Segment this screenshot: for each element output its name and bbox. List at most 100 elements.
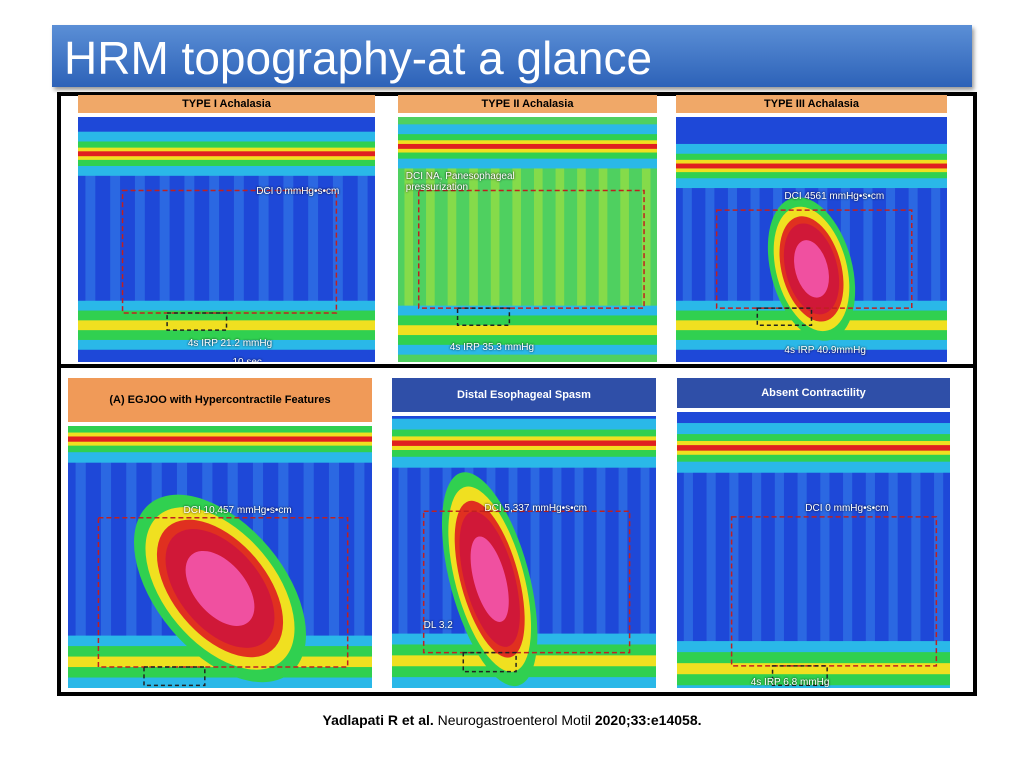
annotation: DCI 10,457 mmHg•s•cm (183, 504, 292, 516)
sphincter-band (398, 325, 657, 336)
pressure-stripe (706, 447, 716, 669)
pressure-stripe (530, 443, 540, 661)
panel-title: TYPE III Achalasia (676, 95, 947, 113)
panel-title: TYPE II Achalasia (398, 95, 657, 113)
pressure-stripe (490, 146, 500, 331)
pressure-stripe (577, 146, 586, 331)
pressure-stripe (843, 447, 853, 669)
irp-box (456, 307, 511, 327)
pressure-stripe (618, 443, 628, 661)
pressure-stripe (729, 447, 739, 669)
pressure-stripe (332, 153, 343, 326)
panel-title: Distal Esophageal Spasm (392, 378, 656, 412)
topography-plot (676, 117, 947, 362)
pressure-stripe (404, 146, 414, 331)
dci-box (730, 516, 938, 667)
pressure-stripe (283, 153, 294, 326)
contraction (470, 536, 509, 622)
row-divider (57, 364, 977, 368)
pressure-stripe (258, 153, 269, 326)
pressure-stripe (184, 153, 195, 326)
pressure-stripe (354, 439, 365, 662)
figure-frame (57, 92, 977, 696)
pressure-stripe (533, 146, 543, 331)
slide-title: HRM topography-at a glance (64, 32, 653, 84)
hrm-panel: Absent Contractility DCI 0 mmHg•s•cm 4s IR… (677, 378, 950, 688)
pressure-stripe (863, 166, 873, 326)
pressure-stripe (727, 166, 737, 326)
pressure-stripe (682, 166, 692, 326)
pressure-stripe (820, 447, 830, 669)
sphincter-band (677, 663, 950, 675)
annotation: DCI NA, Panesophageal pressurization (405, 170, 515, 193)
pressure-stripe (683, 447, 693, 669)
topography-plot (392, 416, 656, 688)
pressure-stripe (797, 447, 807, 669)
sphincter-band (398, 143, 657, 149)
hrm-panel: TYPE II Achalasia DCI NA, Panesophageal p… (398, 95, 657, 362)
pressure-stripe (328, 439, 340, 662)
sphincter-band (68, 436, 372, 442)
citation: Yadlapati R et al. Neurogastroenterol Mo… (0, 712, 1024, 728)
pressure-stripe (420, 443, 430, 661)
pressure-stripe (640, 443, 650, 661)
panel-title: (A) EGJOO with Hypercontractile Features (68, 378, 372, 422)
pressure-stripe (931, 166, 941, 326)
pressure-stripe (774, 447, 784, 669)
topography-plot (78, 117, 375, 362)
pressure-stripe (552, 443, 562, 661)
pressure-stripe (85, 153, 96, 326)
pressure-stripe (641, 146, 651, 331)
annotation: 4s IRP 6.8 mmHg (750, 676, 830, 688)
pressure-stripe (512, 146, 522, 331)
pressure-stripe (911, 447, 921, 669)
annotation: 4s IRP 35.3 mmHg (449, 342, 535, 354)
sphincter-band (392, 440, 656, 446)
panel-title: TYPE I Achalasia (78, 95, 375, 113)
hrm-panel: TYPE I Achalasia DCI 0 mmHg•s•cm 4s IRP 21… (78, 95, 375, 362)
pressure-stripe (934, 447, 944, 669)
pressure-stripe (278, 439, 289, 662)
irp-box (756, 307, 813, 327)
sphincter-band (676, 163, 947, 169)
pressure-stripe (865, 447, 875, 669)
pressure-stripe (886, 166, 896, 326)
contraction (794, 240, 829, 298)
pressure-stripe (888, 447, 898, 669)
pressure-stripe (209, 153, 220, 326)
pressure-stripe (303, 439, 314, 662)
pressure-stripe (705, 166, 715, 326)
pressure-stripe (574, 443, 584, 661)
pressure-stripe (233, 153, 244, 326)
hrm-panel: (A) EGJOO with Hypercontractile Features… (68, 378, 372, 688)
pressure-stripe (134, 153, 145, 326)
irp-box (143, 666, 206, 687)
pressure-stripe (469, 146, 478, 331)
pressure-stripe (75, 439, 86, 662)
topography-plot (68, 426, 372, 688)
topography-plot (677, 412, 950, 688)
pressure-stripe (426, 146, 435, 331)
topography-plot (398, 117, 657, 362)
title-bar: HRM topography-at a glance (52, 25, 972, 87)
annotation: 4s IRP 40.9mmHg (784, 344, 866, 356)
annotation: DL 3.2 (423, 620, 453, 631)
citation-reference: 2020;33:e14058. (594, 712, 702, 728)
pressure-stripe (126, 439, 137, 662)
annotation: DCI 0 mmHg•s•cm (256, 185, 340, 197)
dci-box (121, 189, 338, 314)
hrm-panel: Distal Esophageal Spasm DCI 5,337 mmHg•s•… (392, 378, 656, 688)
pressure-stripe (357, 153, 368, 326)
annotation: 10 sec (232, 357, 261, 362)
pressure-stripe (908, 166, 918, 326)
annotation: 4s IRP 21.2 mmHg (187, 337, 273, 349)
dci-box (97, 516, 349, 668)
dci-box (417, 189, 645, 309)
pressure-stripe (598, 146, 608, 331)
citation-authors: Yadlapati R et al. (322, 712, 434, 728)
pressure-stripe (620, 146, 629, 331)
citation-journal: Neurogastroenterol Motil (437, 712, 591, 728)
contraction (185, 550, 255, 626)
annotation: DCI 5,337 mmHg•s•cm (484, 503, 587, 515)
